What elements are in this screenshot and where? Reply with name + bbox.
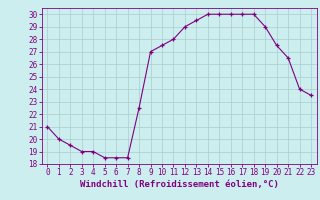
X-axis label: Windchill (Refroidissement éolien,°C): Windchill (Refroidissement éolien,°C)	[80, 180, 279, 189]
